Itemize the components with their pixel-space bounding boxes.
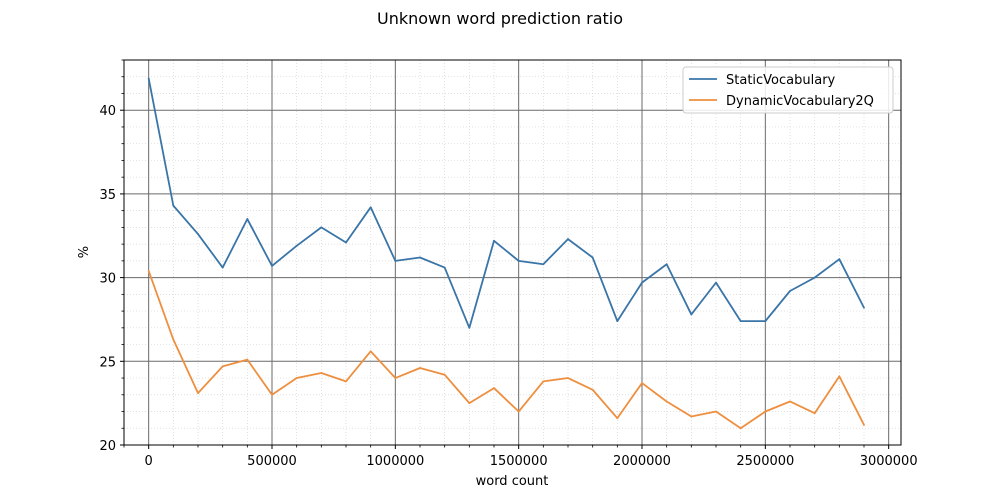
- x-tick-label: 2500000: [736, 454, 794, 469]
- series-line-1: [147, 78, 865, 329]
- data-point: [419, 256, 421, 259]
- data-point: [665, 400, 668, 403]
- data-point: [690, 415, 693, 418]
- plot-frame: [123, 59, 902, 446]
- data-point: [813, 276, 816, 279]
- data-point: [493, 239, 495, 242]
- data-point: [739, 427, 742, 430]
- data-point: [295, 377, 298, 379]
- data-point: [665, 263, 668, 266]
- data-point: [320, 372, 323, 374]
- data-point: [542, 263, 545, 266]
- data-point: [616, 417, 619, 420]
- data-point: [863, 424, 865, 426]
- data-point: [246, 358, 249, 361]
- x-axis-label: word count: [476, 474, 549, 489]
- data-point: [764, 410, 767, 413]
- legend-box: [682, 66, 894, 114]
- data-point: [197, 392, 199, 395]
- x-tick-label: 3000000: [860, 454, 918, 469]
- chart-title: Unknown word prediction ratio: [377, 9, 623, 28]
- data-point: [616, 320, 619, 323]
- data-point: [591, 388, 594, 391]
- data-point: [419, 367, 421, 369]
- x-tick-label: 1500000: [490, 454, 548, 469]
- data-point: [246, 218, 249, 220]
- data-point: [542, 380, 545, 383]
- data-point: [369, 206, 372, 209]
- x-tick-label: 0: [145, 454, 153, 469]
- minor-grid: [123, 59, 901, 445]
- data-point: [863, 306, 865, 309]
- series-layer: [147, 77, 865, 430]
- x-tick-label: 1000000: [366, 454, 424, 469]
- legend: StaticVocabulary DynamicVocabulary2Q: [682, 66, 894, 114]
- series-line-2: [147, 270, 865, 430]
- legend-label: DynamicVocabulary2Q: [726, 94, 874, 109]
- y-tick-label: 30: [99, 272, 116, 287]
- data-point: [345, 380, 347, 383]
- data-point: [394, 377, 397, 379]
- data-point: [345, 241, 347, 244]
- data-point: [172, 338, 175, 341]
- data-point: [394, 259, 397, 262]
- data-point: [789, 290, 791, 292]
- data-point: [517, 259, 520, 262]
- y-axis-ticks: 20 25 30 35 40: [99, 59, 124, 454]
- data-point: [493, 387, 495, 389]
- x-tick-label: 2000000: [613, 454, 671, 469]
- data-point: [147, 77, 150, 80]
- data-point: [468, 326, 471, 329]
- data-point: [271, 264, 273, 267]
- data-point: [468, 402, 471, 405]
- x-tick-label: 500000: [247, 454, 297, 469]
- y-tick-label: 40: [99, 104, 116, 119]
- data-point: [271, 393, 273, 396]
- data-point: [641, 382, 643, 384]
- data-point: [295, 244, 298, 247]
- data-point: [764, 320, 767, 323]
- data-point: [838, 258, 841, 261]
- data-point: [517, 410, 520, 413]
- data-point: [443, 373, 446, 376]
- data-point: [641, 281, 643, 284]
- data-point: [221, 365, 224, 368]
- data-point: [789, 400, 791, 403]
- y-tick-label: 25: [99, 355, 116, 370]
- data-point: [591, 256, 594, 259]
- data-point: [369, 350, 372, 353]
- legend-label: StaticVocabulary: [726, 73, 836, 88]
- data-point: [838, 375, 841, 378]
- data-point: [147, 270, 150, 272]
- y-tick-label: 20: [99, 439, 116, 454]
- major-grid: [124, 60, 901, 446]
- data-point: [690, 313, 693, 316]
- data-point: [739, 320, 742, 323]
- data-point: [715, 410, 717, 413]
- data-point: [443, 266, 446, 269]
- data-point: [320, 226, 323, 229]
- data-point: [567, 238, 569, 241]
- data-point: [813, 412, 816, 415]
- y-axis-label: %: [77, 246, 92, 258]
- data-point: [197, 233, 199, 235]
- data-point: [715, 281, 717, 284]
- data-point: [221, 266, 224, 269]
- y-tick-label: 35: [99, 188, 116, 203]
- data-point: [172, 204, 175, 207]
- x-axis-ticks: 0 500000 1000000 1500000 2000000 2500000 30000…: [123, 445, 918, 469]
- data-point: [567, 377, 569, 379]
